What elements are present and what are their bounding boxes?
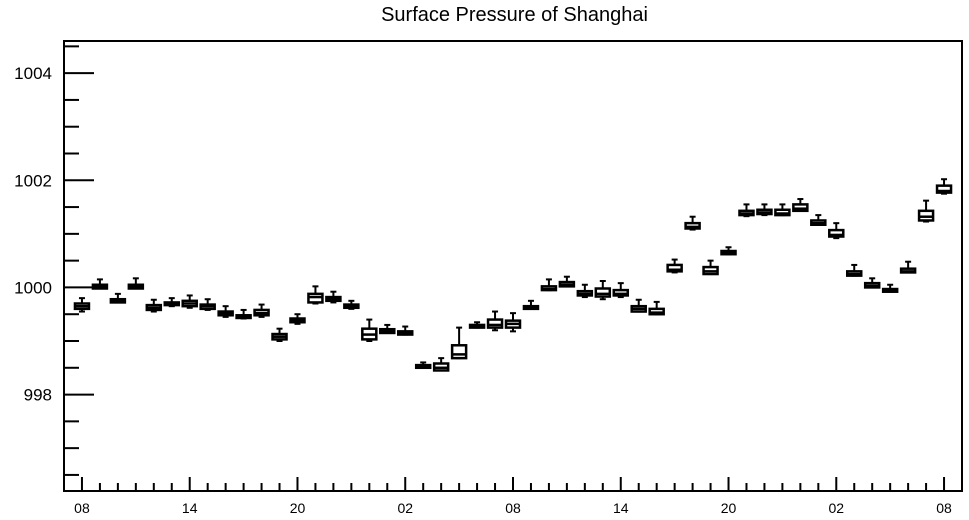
box-series [73,178,953,372]
box-plot [576,283,594,299]
box-plot [540,278,558,292]
box-body [828,228,845,238]
box-body [450,344,468,360]
box-plot [935,178,953,195]
box-plot [289,313,306,325]
y-tick-label: 1004 [14,64,52,83]
x-tick-label: 20 [290,500,306,516]
box-plot [666,258,683,274]
box-plot [217,305,234,318]
y-tick-label: 998 [24,386,52,405]
box-body [486,318,504,329]
box-plot [253,303,270,318]
box-plot [917,199,935,223]
box-plot [720,246,737,256]
box-plot [271,327,288,342]
box-plot [522,299,540,311]
box-plot [73,297,91,313]
x-tick-label: 14 [613,500,629,516]
box-plot [845,263,863,277]
box-plot [145,298,163,313]
box-plot [899,260,917,274]
x-tick-label: 08 [936,500,952,516]
box-plot [702,259,719,276]
box-plot [325,290,342,304]
chart-title: Surface Pressure of Shanghai [381,4,648,26]
box-plot [109,292,127,304]
box-plot [881,283,899,293]
box-plot [127,277,145,290]
box-plot [828,222,845,240]
x-tick-label: 14 [182,500,198,516]
box-plot [414,361,432,370]
box-plot [594,280,612,301]
x-tick-label: 20 [721,500,737,516]
box-plot [863,277,881,289]
box-plot [756,203,773,217]
box-plot [648,300,665,316]
box-plot [361,318,378,342]
box-body [594,287,612,298]
box-plot [379,323,396,335]
y-tick-label: 1002 [14,171,52,190]
box-plot [684,215,701,231]
box-plot [450,326,468,360]
plot-frame [63,40,963,492]
box-plot [738,203,755,218]
box-plot [181,294,198,309]
x-axis: 08 14 20 02 08 14 20 02 08 [63,477,963,516]
box-plot [774,203,791,217]
box-body [666,263,683,273]
box-plot [558,275,576,288]
box-plot [343,299,360,310]
box-plot [307,285,324,305]
box-plot [163,297,181,308]
box-plot [486,310,504,332]
x-tick-label: 02 [397,500,413,516]
box-plot [612,282,630,299]
x-tick-label: 02 [828,500,844,516]
box-plot [199,298,216,311]
box-plot [396,325,414,336]
x-tick-label: 08 [505,500,521,516]
box-body [935,184,953,194]
box-plot [792,198,809,213]
box-plot [468,321,486,329]
box-plot [504,312,522,333]
box-plot [235,308,252,320]
box-plot [432,357,450,372]
x-tick-label: 08 [74,500,90,516]
box-plot [810,214,827,226]
box-plot [91,278,109,290]
y-tick-label: 1000 [14,278,52,297]
y-axis: 998 1000 1002 1004 [14,45,94,476]
box-plot [630,298,647,313]
